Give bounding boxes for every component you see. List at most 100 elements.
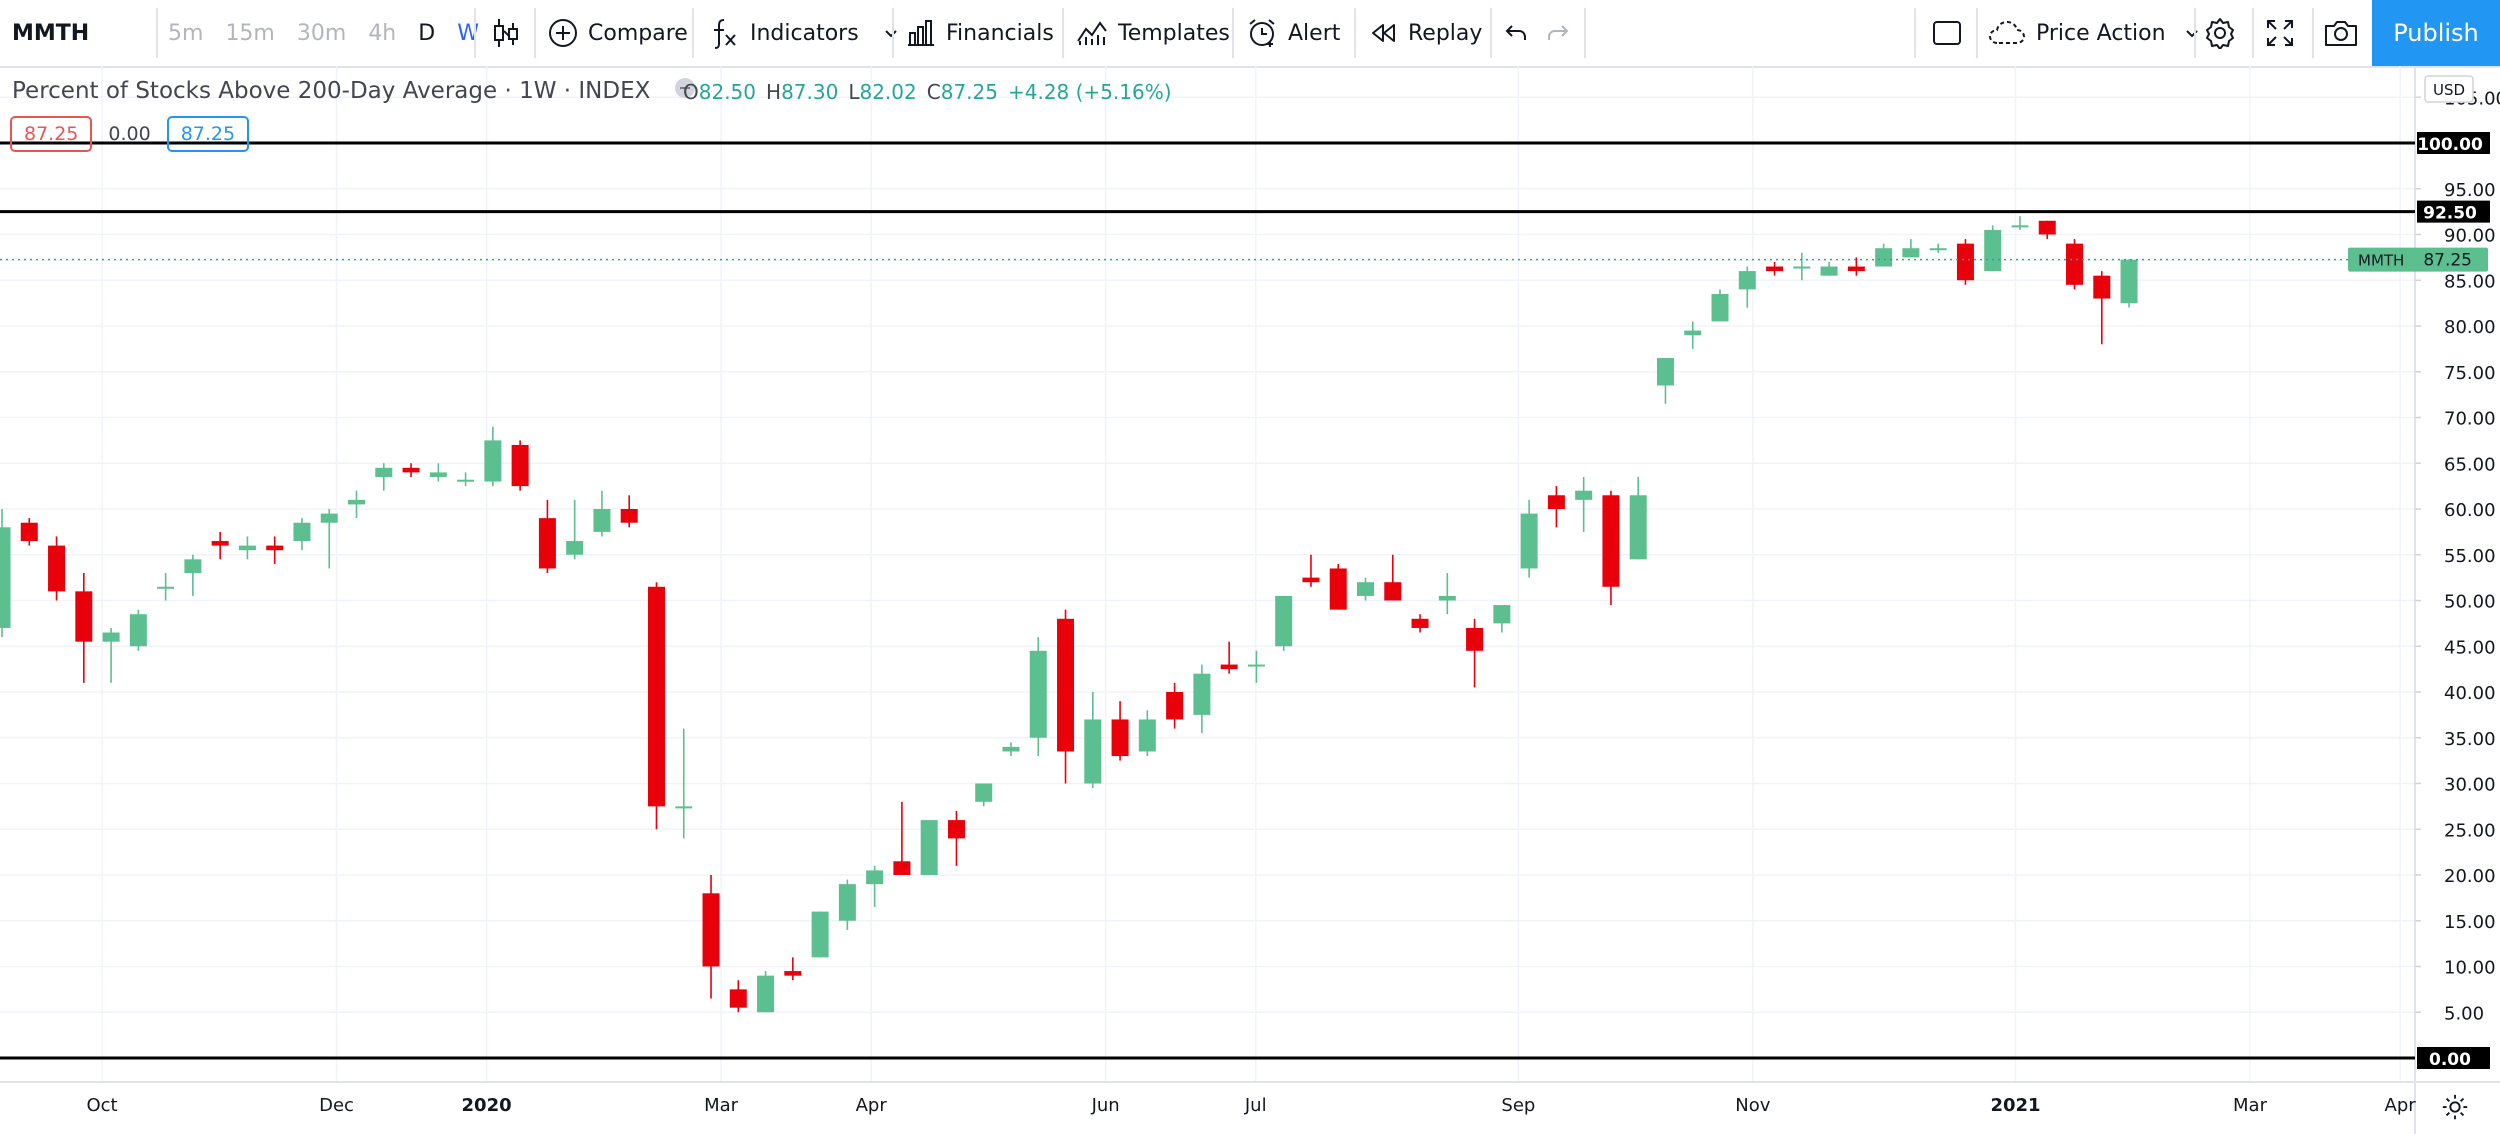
candle bbox=[893, 801, 911, 875]
candle bbox=[1766, 261, 1784, 276]
time-tick-label: Oct bbox=[86, 1095, 117, 1116]
candle bbox=[457, 472, 475, 487]
candle bbox=[1029, 637, 1047, 757]
divider bbox=[1232, 8, 1234, 58]
compare-button[interactable]: Compare bbox=[548, 0, 688, 66]
snapshot-button[interactable] bbox=[2324, 0, 2358, 66]
symbol-label: MMTH bbox=[12, 20, 90, 46]
candle bbox=[1084, 692, 1102, 789]
candle bbox=[1793, 252, 1811, 281]
candle bbox=[947, 810, 965, 866]
ohlc-values: O82.50 H87.30 L82.02 C87.25 +4.28 (+5.16… bbox=[683, 80, 1182, 104]
interval-30m[interactable]: 30m bbox=[296, 20, 347, 46]
alert-button[interactable]: Alert bbox=[1246, 0, 1340, 66]
chart-type-button[interactable] bbox=[492, 0, 520, 66]
candle bbox=[1166, 682, 1184, 729]
candle-body bbox=[48, 545, 66, 592]
candle-body bbox=[1929, 248, 1947, 251]
candle-body bbox=[1875, 248, 1893, 267]
candle-body bbox=[20, 522, 38, 542]
price-tick-label: 80.00 bbox=[2444, 317, 2496, 338]
candle bbox=[1956, 239, 1974, 285]
high-value: 87.30 bbox=[781, 80, 839, 104]
alarm-clock-icon bbox=[1246, 17, 1278, 49]
price-tick-label: 15.00 bbox=[2444, 912, 2496, 933]
financials-button[interactable]: Financials bbox=[906, 0, 1054, 66]
gear-icon bbox=[2204, 17, 2236, 49]
legend-separator: · bbox=[497, 78, 520, 104]
interval-5m[interactable]: 5m bbox=[168, 20, 204, 46]
interval-15m[interactable]: 15m bbox=[225, 20, 275, 46]
candle bbox=[1629, 476, 1647, 560]
candle bbox=[1738, 266, 1756, 308]
candle-body bbox=[647, 586, 665, 807]
candle-body bbox=[947, 820, 965, 839]
hline-price-badge bbox=[2417, 1047, 2490, 1069]
price-tick-label: 35.00 bbox=[2444, 729, 2496, 750]
undo-button[interactable] bbox=[1504, 0, 1528, 66]
candle bbox=[1984, 225, 2002, 272]
candle-body bbox=[1738, 271, 1756, 290]
candle-body bbox=[1002, 746, 1020, 752]
interval-4h[interactable]: 4h bbox=[368, 20, 397, 46]
fullscreen-icon bbox=[2266, 19, 2294, 47]
indicators-button[interactable]: Indicators bbox=[710, 0, 899, 66]
time-tick-label: Dec bbox=[319, 1095, 354, 1116]
candle-series bbox=[0, 216, 2138, 1013]
candle-body bbox=[375, 467, 393, 477]
interval-w[interactable]: W bbox=[457, 20, 479, 46]
hide-series-icon[interactable] bbox=[674, 77, 696, 105]
interval-d[interactable]: D bbox=[418, 20, 436, 46]
candle-body bbox=[675, 806, 693, 809]
financials-label: Financials bbox=[946, 20, 1054, 46]
candle bbox=[484, 426, 502, 487]
candle bbox=[729, 980, 747, 1013]
price-tick-label: 55.00 bbox=[2444, 546, 2496, 567]
low-value: 82.02 bbox=[859, 80, 917, 104]
publish-button[interactable]: Publish bbox=[2372, 0, 2500, 66]
candle bbox=[75, 573, 93, 683]
candle bbox=[1902, 239, 1920, 258]
fullscreen-square-button[interactable] bbox=[1932, 0, 1962, 66]
redo-button[interactable] bbox=[1546, 0, 1570, 66]
time-tick-label: 2021 bbox=[1990, 1095, 2040, 1116]
divider bbox=[1062, 8, 1064, 58]
layout-button[interactable]: Price Action bbox=[1988, 0, 2200, 66]
bar-chart-icon bbox=[906, 19, 936, 47]
candle-body bbox=[157, 586, 175, 589]
last-price-badge bbox=[2348, 247, 2488, 272]
series-exchange: INDEX bbox=[578, 78, 651, 104]
candle-body bbox=[593, 509, 611, 532]
candle bbox=[348, 490, 366, 519]
candle bbox=[293, 518, 311, 551]
candle bbox=[238, 536, 256, 560]
candle bbox=[1575, 476, 1593, 532]
candle-body bbox=[1711, 293, 1729, 322]
divider bbox=[1490, 8, 1492, 58]
scale-settings-button[interactable] bbox=[2440, 1092, 2470, 1126]
candle bbox=[1875, 243, 1893, 267]
candle-body bbox=[1575, 490, 1593, 500]
candle bbox=[1002, 742, 1020, 757]
camera-icon bbox=[2324, 19, 2358, 47]
time-tick-label: Mar bbox=[704, 1095, 739, 1116]
candle bbox=[184, 554, 202, 596]
fullscreen-button[interactable] bbox=[2266, 0, 2294, 66]
candle-body bbox=[784, 971, 802, 976]
replay-button[interactable]: Replay bbox=[1370, 0, 1482, 66]
templates-label: Templates bbox=[1118, 20, 1230, 46]
templates-button[interactable]: Templates bbox=[1076, 0, 1230, 66]
chevron-down-icon[interactable] bbox=[883, 25, 899, 41]
candle-body bbox=[1684, 330, 1702, 336]
candle-body bbox=[975, 783, 993, 802]
candle-body bbox=[1984, 229, 2002, 272]
candle bbox=[1820, 261, 1838, 276]
hline-price-label: 92.50 bbox=[2423, 204, 2477, 224]
redo-icon bbox=[1546, 23, 1570, 43]
settings-button[interactable] bbox=[2204, 0, 2236, 66]
candle bbox=[1602, 490, 1620, 606]
candle-body bbox=[2038, 220, 2056, 235]
symbol-search[interactable]: MMTH bbox=[12, 0, 152, 66]
chevron-down-icon[interactable] bbox=[2184, 25, 2200, 41]
